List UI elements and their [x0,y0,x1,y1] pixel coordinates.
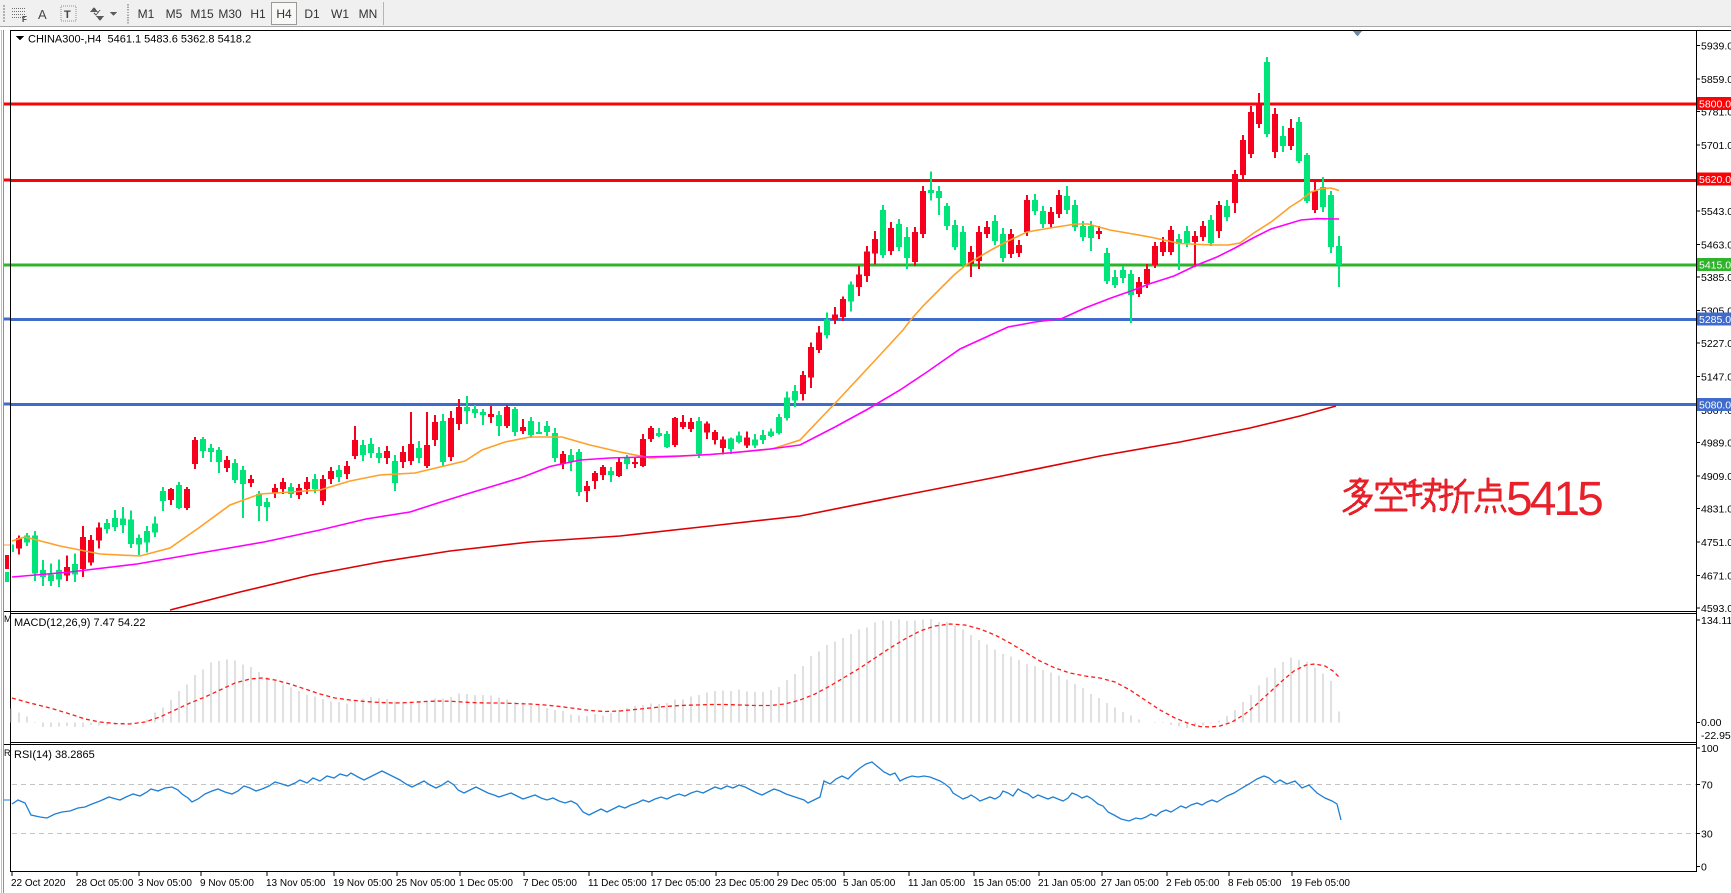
svg-text:M5: M5 [166,7,183,21]
svg-text:4831.0: 4831.0 [1701,504,1731,516]
svg-text:5701.0: 5701.0 [1701,140,1731,152]
svg-text:7 Dec 05:00: 7 Dec 05:00 [523,878,577,889]
svg-text:134.11: 134.11 [1701,615,1731,627]
svg-text:H1: H1 [250,7,266,21]
svg-text:0.00: 0.00 [1701,717,1722,729]
svg-text:4751.0: 4751.0 [1701,537,1731,549]
svg-text:25 Nov 05:00: 25 Nov 05:00 [396,878,456,889]
svg-text:3 Nov 05:00: 3 Nov 05:00 [138,878,192,889]
svg-text:MN: MN [359,7,378,21]
svg-text:5227.0: 5227.0 [1701,338,1731,350]
svg-text:22 Oct 2020: 22 Oct 2020 [11,878,66,889]
svg-text:29 Dec 05:00: 29 Dec 05:00 [777,878,837,889]
svg-text:M30: M30 [218,7,242,21]
svg-text:19 Feb 05:00: 19 Feb 05:00 [1291,878,1350,889]
svg-text:4989.0: 4989.0 [1701,438,1731,450]
svg-text:2 Feb 05:00: 2 Feb 05:00 [1166,878,1220,889]
svg-text:11 Jan 05:00: 11 Jan 05:00 [908,878,966,889]
svg-text:4593.0: 4593.0 [1701,603,1731,615]
svg-text:5415.0: 5415.0 [1699,260,1731,272]
svg-text:30: 30 [1701,829,1713,841]
svg-text:A: A [38,7,47,22]
svg-text:D1: D1 [304,7,320,21]
svg-text:CHINA300-,H4 5461.1 5483.6 53: CHINA300-,H4 5461.1 5483.6 5362.8 5418.2 [28,34,251,46]
svg-text:13 Nov 05:00: 13 Nov 05:00 [266,878,326,889]
svg-text:8 Feb 05:00: 8 Feb 05:00 [1228,878,1282,889]
svg-text:21 Jan 05:00: 21 Jan 05:00 [1038,878,1096,889]
svg-text:5800.0: 5800.0 [1699,99,1731,111]
svg-text:4671.0: 4671.0 [1701,571,1731,583]
svg-text:-22.95: -22.95 [1701,730,1731,742]
svg-text:11 Dec 05:00: 11 Dec 05:00 [588,878,647,889]
svg-text:M1: M1 [138,7,155,21]
svg-text:R: R [4,748,11,758]
svg-text:5620.0: 5620.0 [1699,174,1731,186]
svg-text:100: 100 [1701,743,1719,755]
svg-text:RSI(14) 38.2865: RSI(14) 38.2865 [14,749,95,761]
svg-text:5147.0: 5147.0 [1701,372,1731,384]
svg-text:1 Dec 05:00: 1 Dec 05:00 [459,878,513,889]
svg-text:M: M [4,614,12,624]
svg-text:28 Oct 05:00: 28 Oct 05:00 [76,878,134,889]
svg-text:0: 0 [1701,862,1707,874]
svg-text:5463.0: 5463.0 [1701,239,1731,251]
svg-text:15 Jan 05:00: 15 Jan 05:00 [973,878,1031,889]
svg-text:T: T [64,9,71,21]
svg-text:5385.0: 5385.0 [1701,272,1731,284]
svg-text:9 Nov 05:00: 9 Nov 05:00 [200,878,254,889]
svg-text:5415: 5415 [1506,473,1602,526]
svg-text:5080.0: 5080.0 [1699,400,1731,412]
svg-text:19 Nov 05:00: 19 Nov 05:00 [333,878,393,889]
svg-text:W1: W1 [331,7,349,21]
svg-text:27 Jan 05:00: 27 Jan 05:00 [1101,878,1159,889]
svg-text:5285.0: 5285.0 [1699,314,1731,326]
svg-text:M15: M15 [190,7,214,21]
svg-text:5543.0: 5543.0 [1701,206,1731,218]
svg-text:4909.0: 4909.0 [1701,471,1731,483]
svg-text:F: F [22,15,27,24]
svg-text:70: 70 [1701,780,1713,792]
svg-text:23 Dec 05:00: 23 Dec 05:00 [715,878,775,889]
svg-text:17 Dec 05:00: 17 Dec 05:00 [651,878,711,889]
svg-text:H4: H4 [276,7,292,21]
svg-text:MACD(12,26,9) 7.47 54.22: MACD(12,26,9) 7.47 54.22 [14,617,145,629]
svg-text:5859.0: 5859.0 [1701,74,1731,86]
svg-text:5939.0: 5939.0 [1701,40,1731,52]
svg-text:5 Jan 05:00: 5 Jan 05:00 [843,878,896,889]
